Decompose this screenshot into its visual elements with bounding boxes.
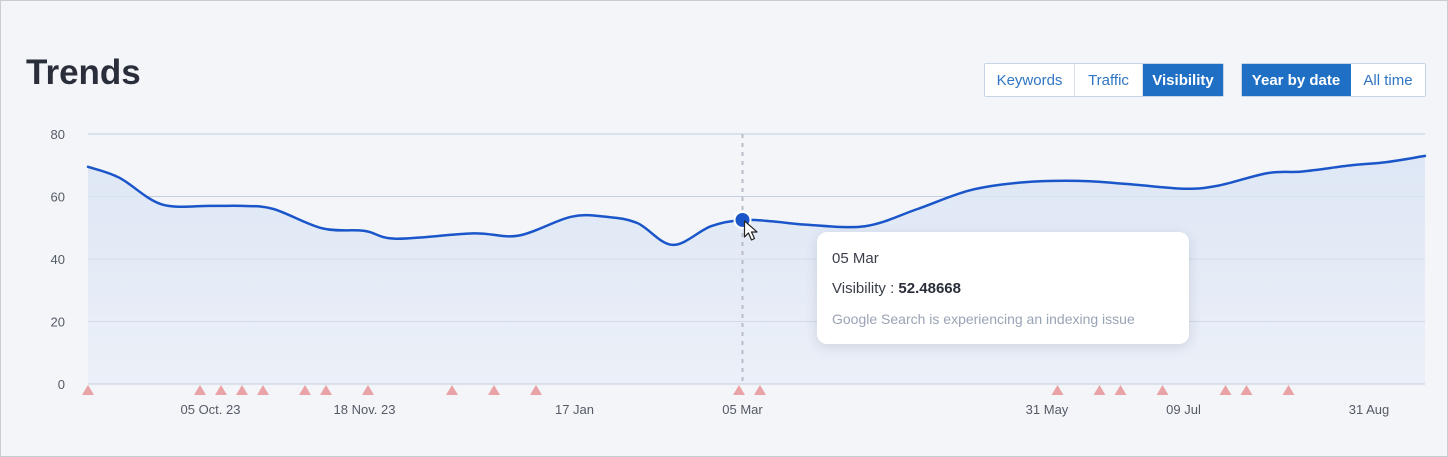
y-tick-label-40: 40 (51, 252, 65, 267)
series-line (86, 154, 1427, 247)
event-marker-13 (1051, 385, 1064, 395)
tab-year-by-date[interactable]: Year by date (1242, 64, 1351, 96)
event-marker-19 (1282, 385, 1295, 395)
event-marker-2 (215, 385, 227, 395)
event-marker-14 (1093, 385, 1106, 395)
event-marker-3 (236, 385, 248, 395)
tooltip-metric-row: Visibility : 52.48668 (832, 280, 1174, 298)
event-marker-9 (488, 385, 500, 395)
tab-traffic[interactable]: Traffic (1075, 64, 1143, 96)
tooltip-metric-label: Visibility : (832, 280, 895, 297)
x-tick-label-5: 09 Jul (1166, 402, 1201, 417)
x-tick-label-3: 05 Mar (722, 402, 763, 417)
x-tick-label-4: 31 May (1026, 402, 1069, 417)
tab-visibility[interactable]: Visibility (1143, 64, 1223, 96)
event-marker-1 (194, 385, 206, 395)
event-marker-7 (362, 385, 374, 395)
x-tick-label-1: 18 Nov. 23 (334, 402, 396, 417)
event-marker-10 (530, 385, 542, 395)
event-marker-11 (733, 385, 745, 395)
range-tab-group: Year by date All time (1241, 63, 1426, 97)
event-marker-6 (320, 385, 332, 395)
event-marker-5 (299, 385, 311, 395)
y-tick-label-0: 0 (58, 377, 65, 392)
event-marker-4 (257, 385, 269, 395)
event-marker-16 (1156, 385, 1169, 395)
page-title: Trends (26, 53, 141, 92)
metric-tab-group: Keywords Traffic Visibility (984, 63, 1224, 97)
series-area (88, 155, 1425, 384)
x-tick-label-2: 17 Jan (555, 402, 594, 417)
tab-keywords[interactable]: Keywords (985, 64, 1075, 96)
event-marker-0 (82, 385, 94, 395)
tooltip-note: Google Search is experiencing an indexin… (832, 311, 1135, 327)
event-marker-8 (446, 385, 458, 395)
event-marker-17 (1219, 385, 1232, 395)
event-marker-18 (1240, 385, 1253, 395)
tooltip-date: 05 Mar (832, 250, 879, 267)
y-tick-label-80: 80 (51, 127, 65, 142)
tab-all-time[interactable]: All time (1351, 64, 1425, 96)
event-marker-12 (754, 385, 766, 395)
y-tick-label-20: 20 (51, 315, 65, 330)
x-tick-label-6: 31 Aug (1349, 402, 1390, 417)
chart-tooltip: 05 Mar Visibility : 52.48668 Google Sear… (817, 232, 1189, 344)
y-tick-label-60: 60 (51, 190, 65, 205)
x-tick-label-0: 05 Oct. 23 (181, 402, 241, 417)
event-marker-15 (1114, 385, 1127, 395)
tooltip-value: 52.48668 (898, 280, 961, 297)
mouse-cursor-icon (743, 220, 758, 241)
